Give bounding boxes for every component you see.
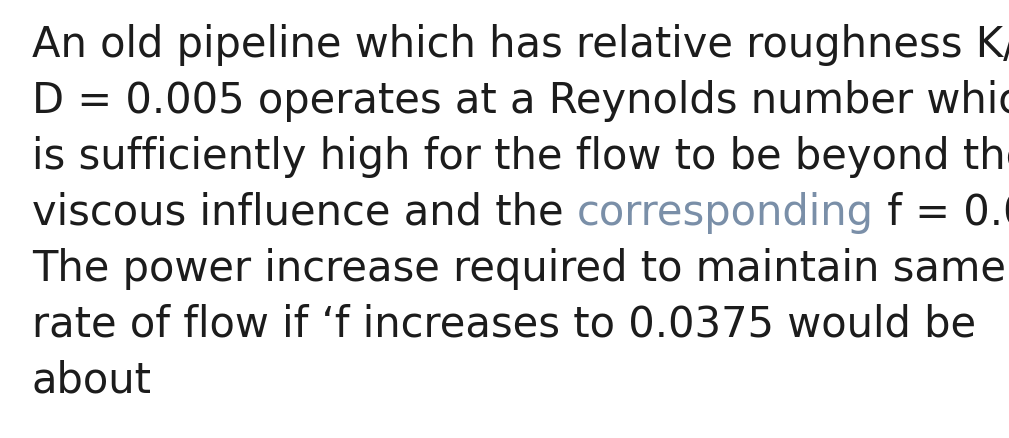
Text: The power increase required to maintain same: The power increase required to maintain … xyxy=(32,247,1006,290)
Text: An old pipeline which has relative roughness K/: An old pipeline which has relative rough… xyxy=(32,24,1009,66)
Text: corresponding: corresponding xyxy=(577,191,874,233)
Text: is sufficiently high for the flow to be beyond the: is sufficiently high for the flow to be … xyxy=(32,136,1009,177)
Text: about: about xyxy=(32,359,152,401)
Text: D = 0.005 operates at a Reynolds number which: D = 0.005 operates at a Reynolds number … xyxy=(32,80,1009,122)
Text: f = 0.03.: f = 0.03. xyxy=(874,191,1009,233)
Text: viscous influence and the: viscous influence and the xyxy=(32,191,577,233)
Text: rate of flow if ‘f increases to 0.0375 would be: rate of flow if ‘f increases to 0.0375 w… xyxy=(32,303,976,345)
